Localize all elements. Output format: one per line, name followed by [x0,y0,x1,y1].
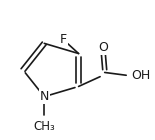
Text: N: N [40,90,49,103]
Text: O: O [98,41,108,54]
Text: OH: OH [131,69,150,82]
Text: F: F [60,33,67,46]
Text: CH₃: CH₃ [33,120,55,133]
